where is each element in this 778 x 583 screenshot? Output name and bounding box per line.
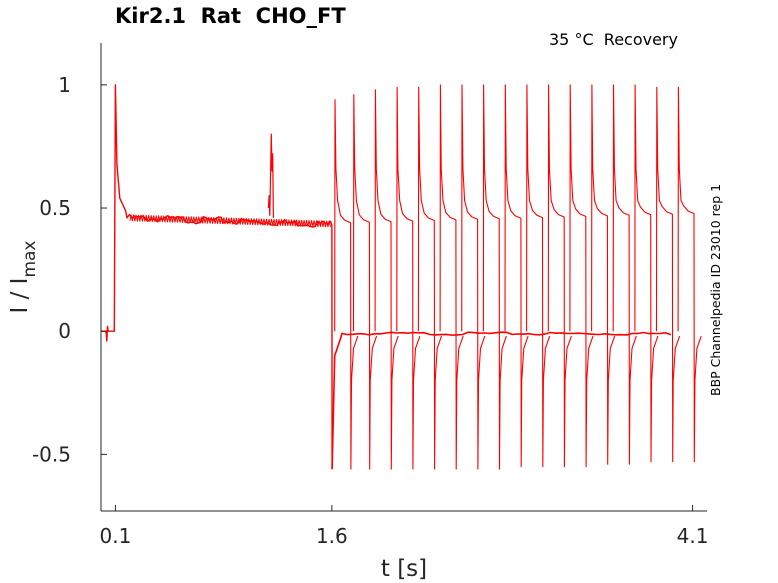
recovery-pulse-10 [526,84,551,468]
recovery-pulse-12 [569,84,594,468]
recovery-pulse-1 [334,99,359,470]
artifact-spike [267,133,274,218]
recovery-pulse-11 [547,84,572,468]
conditioning-trace [101,84,333,470]
recovery-pulse-16 [655,86,681,463]
y-axis-title-sub: max [20,241,40,278]
recovery-pulse-9 [504,84,529,468]
ticks: 1 0.5 0 -0.5 0.1 1.6 4.1 [32,73,709,548]
x-axis-title: t [s] [381,556,427,582]
y-axis-title-main: I / I [7,278,33,314]
x-tick-label: 4.1 [677,524,709,548]
recovery-pulse-8 [482,84,507,470]
recovery-pulse-14 [612,84,637,465]
x-tick-label: 1.6 [316,524,348,548]
axes: 1 0.5 0 -0.5 0.1 1.6 4.1 [32,43,709,548]
y-axis-title: I / Imax [7,241,40,314]
y-tick-label: 0.5 [39,196,71,220]
baseline-trace [331,331,672,470]
chart-title: Kir2.1 Rat CHO_FT [115,4,346,28]
conditioning-noise-band [129,214,331,228]
chart-subtitle: 35 °C Recovery [549,30,678,49]
recovery-pulse-3 [374,89,399,470]
recovery-pulse-17 [677,86,702,463]
channelpedia-id-label: BBP Channelpedia ID 23010 rep 1 [708,183,723,396]
current-traces [101,84,702,470]
recovery-pulse-7 [461,84,486,470]
y-tick-label: 0 [58,319,71,343]
recovery-pulse-5 [417,86,443,470]
recovery-pulse-4 [396,86,421,470]
recovery-pulse-2 [352,94,378,470]
y-tick-label: -0.5 [32,442,71,466]
recovery-pulse-15 [634,84,659,463]
recovery-pulse-13 [591,84,616,465]
x-tick-label: 0.1 [100,524,132,548]
y-tick-label: 1 [58,73,71,97]
recovery-pulse-6 [439,84,464,470]
